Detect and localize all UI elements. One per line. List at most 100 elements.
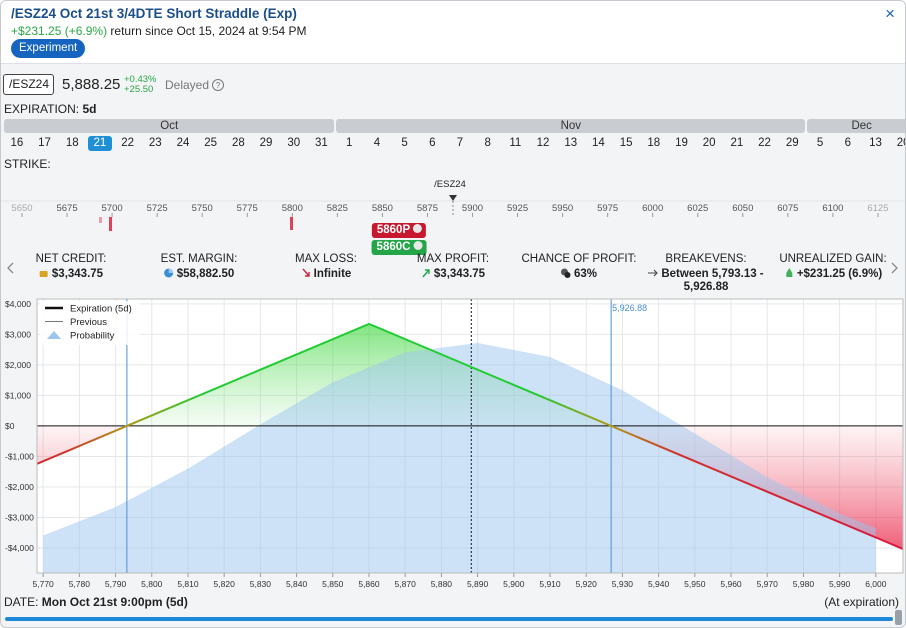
day[interactable]: 4: [373, 137, 381, 149]
strike-value: 5850: [371, 203, 393, 214]
stat: NET CREDIT: $3,343.75: [36, 253, 107, 280]
stat: BREAKEVENS: Between 5,793.13 - 5,926.88: [641, 253, 771, 294]
day[interactable]: 30: [287, 137, 301, 149]
leg-badge[interactable]: 5860C: [371, 240, 427, 255]
strike-value: 5750: [191, 203, 213, 214]
stat-label: UNREALIZED GAIN:: [779, 253, 887, 265]
day[interactable]: 5: [401, 137, 408, 149]
expiration-label: EXPIRATION:: [4, 102, 80, 116]
help-icon[interactable]: ?: [212, 79, 225, 91]
stat-text: +$231.25 (6.9%): [796, 268, 883, 280]
day[interactable]: 5: [816, 137, 824, 149]
strike-value: 5800: [281, 203, 303, 214]
header: /ESZ24 Oct 21st 3/4DTE Short Straddle (E…: [1, 1, 905, 64]
day[interactable]: 6: [844, 137, 852, 149]
day[interactable]: 25: [204, 137, 218, 149]
day[interactable]: 13: [564, 137, 578, 149]
x-tick-label: 5,830: [250, 579, 272, 589]
day-row: 16 17 18 21 22 23 24 25 28 29 30 31: [3, 136, 335, 151]
day[interactable]: 1: [346, 137, 353, 149]
month-label: Dec: [807, 119, 905, 133]
slider-handle[interactable]: [895, 610, 902, 625]
leg-badge[interactable]: 5860P: [371, 223, 427, 238]
stat-icon: [164, 268, 174, 278]
close-button[interactable]: ×: [885, 4, 895, 23]
day[interactable]: 14: [592, 137, 605, 149]
x-tick-label: 6,000: [865, 579, 887, 589]
month-label: Oct: [4, 119, 335, 133]
day[interactable]: 22: [121, 137, 134, 149]
return-value: +$231.25 (+6.9%): [11, 24, 108, 38]
expiration: EXPIRATION: 5d: [4, 102, 96, 116]
x-tick-label: 5,770: [33, 579, 55, 589]
month: Dec 5 6 13 20: [806, 119, 905, 151]
x-tick-label: 5,840: [286, 579, 308, 589]
day[interactable]: 17: [38, 137, 51, 149]
strike-value: 5675: [56, 203, 78, 214]
day[interactable]: 15: [619, 137, 633, 149]
x-tick-label: 5,800: [141, 579, 163, 589]
prev-arrow[interactable]: [6, 262, 16, 274]
strike-value: 5975: [597, 203, 619, 214]
x-tick-label: 5,780: [69, 579, 91, 589]
day[interactable]: 21: [88, 136, 112, 151]
strike-value: 6025: [687, 203, 709, 214]
date-label: DATE:: [4, 595, 39, 609]
day[interactable]: 6: [429, 137, 436, 149]
day[interactable]: 21: [730, 137, 744, 149]
day[interactable]: 13: [869, 137, 882, 149]
day[interactable]: 22: [758, 137, 771, 149]
day[interactable]: 18: [65, 137, 79, 149]
strike-ruler: [1, 195, 905, 231]
day[interactable]: 20: [896, 137, 905, 149]
experiment-badge[interactable]: Experiment: [11, 39, 86, 58]
day[interactable]: 29: [259, 137, 273, 149]
day[interactable]: 7: [456, 137, 464, 149]
day[interactable]: 28: [231, 137, 245, 149]
x-tick-label: 5,960: [720, 579, 742, 589]
day[interactable]: 19: [675, 137, 688, 149]
x-tick-label: 5,920: [576, 579, 598, 589]
x-tick-label: 5,850: [322, 579, 344, 589]
stat-icon: [302, 268, 310, 277]
y-tick-label: $4,000: [5, 299, 31, 309]
date-slider[interactable]: [5, 617, 893, 621]
return: +$231.25 (+6.9%) return since Oct 15, 20…: [11, 24, 307, 38]
strike-value: 6050: [732, 203, 754, 214]
x-tick-label: 5,890: [467, 579, 489, 589]
day[interactable]: 18: [647, 137, 661, 149]
x-tick-label: 5,910: [539, 579, 561, 589]
day[interactable]: 12: [536, 137, 550, 149]
stat-text: $58,882.50: [176, 268, 235, 280]
strike-value: 5900: [461, 203, 484, 214]
x-tick-label: 5,860: [358, 579, 380, 589]
day[interactable]: 11: [509, 137, 522, 149]
stat: CHANCE OF PROFIT: 63%: [521, 253, 636, 280]
stat-value: Infinite: [295, 267, 357, 280]
strike-value: 5650: [11, 203, 33, 214]
day-row: 1 4 5 6 7 8 11 12 13 14 15 18 19 20 21 22 29: [335, 136, 806, 151]
day[interactable]: 29: [785, 137, 799, 149]
day[interactable]: 8: [484, 137, 491, 149]
month-label: Nov: [336, 119, 806, 133]
y-tick-label: -$1,000: [5, 451, 34, 461]
delayed: Delayed?: [165, 78, 225, 92]
underlying-label: /ESZ24: [434, 179, 466, 190]
day[interactable]: 16: [10, 137, 24, 149]
next-arrow[interactable]: [890, 262, 900, 274]
probability-area: [43, 342, 876, 573]
y-tick-label: $0: [5, 421, 15, 431]
volume-bar: [290, 217, 293, 230]
symbol-input[interactable]: /ESZ24: [3, 74, 54, 95]
day[interactable]: 31: [315, 137, 328, 149]
day[interactable]: 24: [176, 137, 190, 149]
y-tick-label: -$3,000: [5, 512, 34, 522]
day[interactable]: 20: [702, 137, 716, 149]
stat: MAX PROFIT: $3,343.75: [417, 253, 489, 280]
leg-label: 5860P: [376, 224, 411, 236]
y-tick-label: $3,000: [5, 329, 31, 339]
stat-value: 63%: [521, 267, 636, 280]
day[interactable]: 23: [148, 137, 162, 149]
stat-text: Infinite: [313, 268, 352, 280]
